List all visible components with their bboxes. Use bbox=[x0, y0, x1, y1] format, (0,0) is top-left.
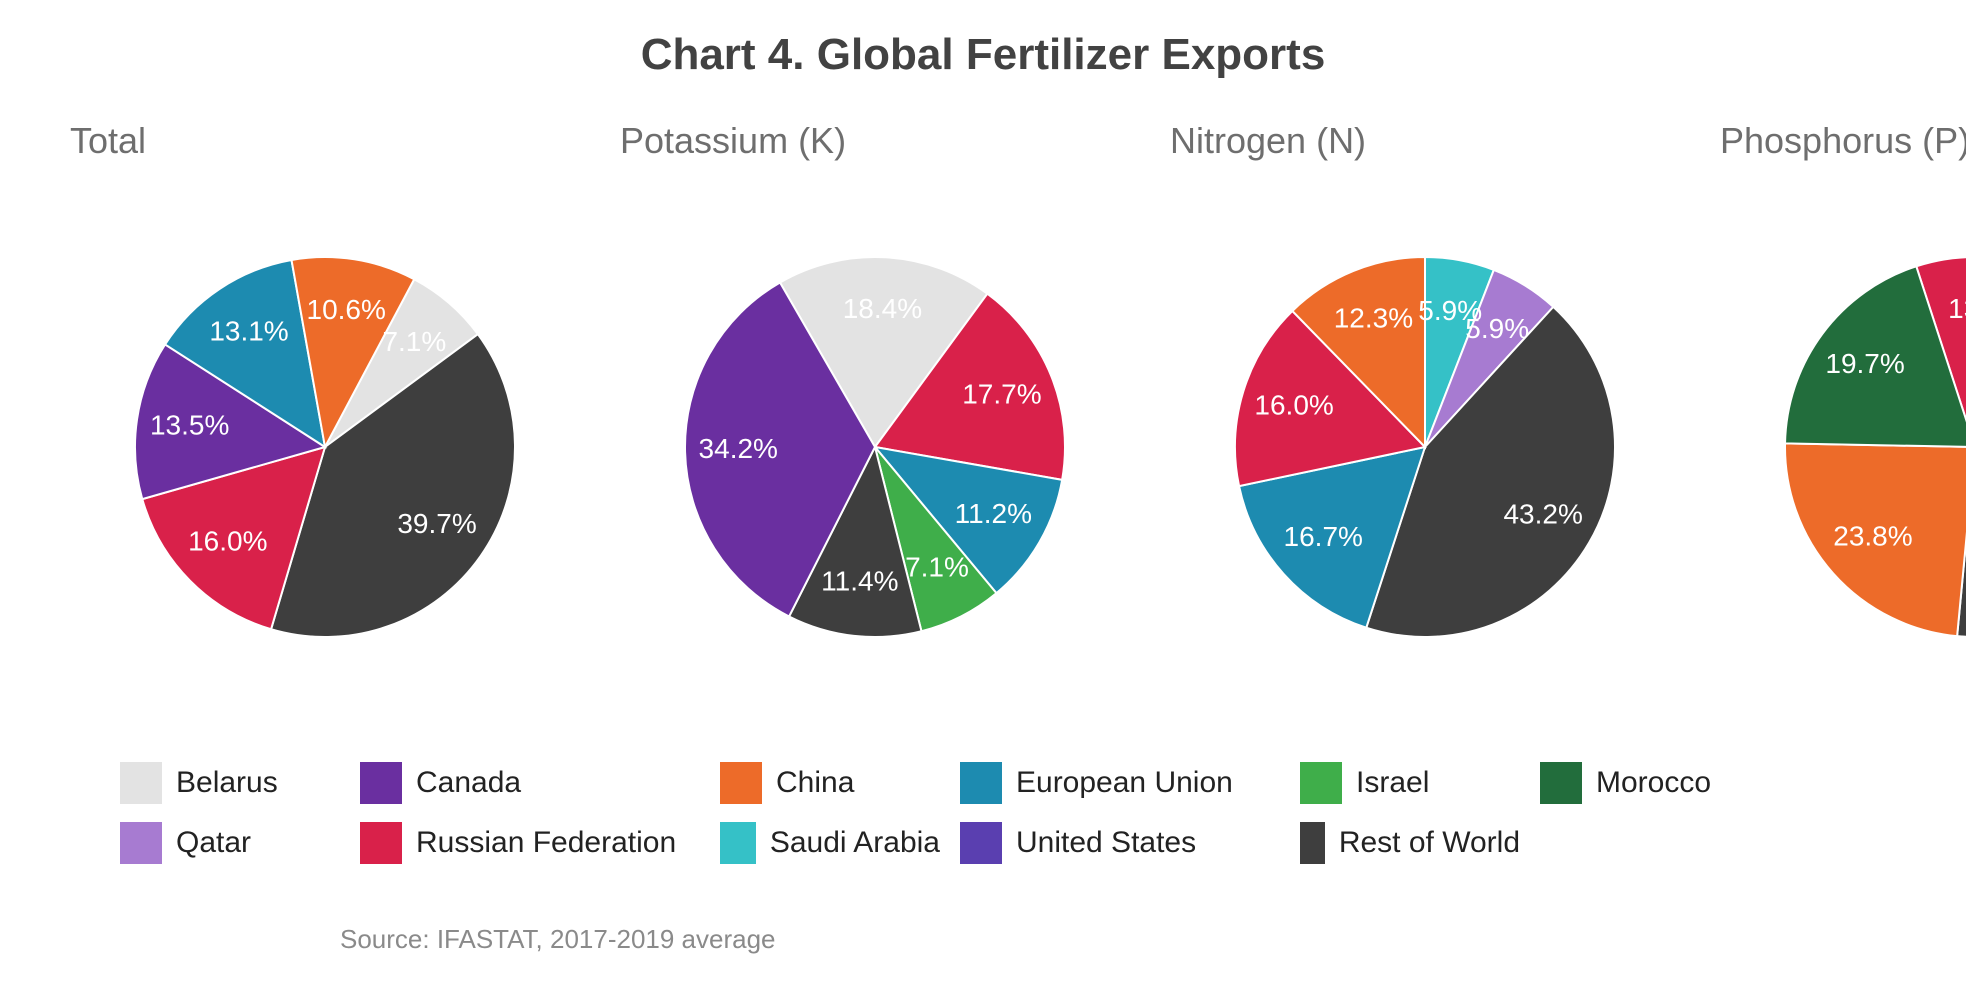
legend-swatch-row bbox=[1300, 822, 1325, 864]
slice-label-total-china: 10.6% bbox=[307, 294, 386, 325]
legend-item-qatar: Qatar bbox=[120, 822, 340, 864]
chart-panel-potassium: Potassium (K) 18.4% 17.7% 11.2% 7.1%11.4% 34.… bbox=[610, 120, 1140, 712]
legend-item-canada: Canada bbox=[360, 762, 700, 804]
legend-swatch-israel bbox=[1300, 762, 1342, 804]
chart-panel-phosphorus: Phosphorus (P)13.0%11.6%8.8%23.1%23.8%19… bbox=[1710, 120, 1966, 712]
slice-label-potassium-eu: 11.2% bbox=[955, 498, 1032, 529]
slice-label-potassium-belarus: 18.4% bbox=[843, 293, 922, 324]
slice-label-nitrogen-row: 43.2% bbox=[1503, 498, 1582, 529]
slice-label-nitrogen-china: 12.3% bbox=[1334, 303, 1413, 334]
legend-label-morocco: Morocco bbox=[1596, 766, 1711, 800]
slice-label-total-belarus: 7.1% bbox=[382, 326, 446, 357]
chart-panel-total: Total 7.1% 39.7% 16.0% 13.5% 13.1% 10.6% bbox=[60, 120, 590, 712]
pie-phosphorus: 13.0%11.6%8.8%23.1%23.8%19.7% bbox=[1710, 182, 1966, 712]
slice-label-potassium-row: 11.4% bbox=[821, 565, 898, 596]
legend-swatch-belarus bbox=[120, 762, 162, 804]
legend-label-us: United States bbox=[1016, 826, 1196, 860]
source-text: Source: IFASTAT, 2017-2019 average bbox=[60, 924, 1906, 955]
pie-potassium: 18.4% 17.7% 11.2% 7.1%11.4% 34.2% bbox=[610, 182, 1140, 712]
slice-label-total-russia: 16.0% bbox=[188, 526, 267, 557]
chart-panel-nitrogen: Nitrogen (N)5.9%5.9%43.2%16.7%16.0%12.3% bbox=[1160, 120, 1690, 712]
charts-row: Total 7.1% 39.7% 16.0% 13.5% 13.1% 10.6% Potass… bbox=[60, 120, 1906, 712]
slice-label-total-row: 39.7% bbox=[397, 508, 476, 539]
chart-subtitle-phosphorus: Phosphorus (P) bbox=[1710, 120, 1966, 162]
legend-item-china: China bbox=[720, 762, 940, 804]
pie-holder-potassium: 18.4% 17.7% 11.2% 7.1%11.4% 34.2% bbox=[610, 182, 1140, 712]
legend-item-morocco: Morocco bbox=[1540, 762, 1760, 804]
chart-subtitle-total: Total bbox=[60, 120, 146, 162]
legend-item-belarus: Belarus bbox=[120, 762, 340, 804]
legend-item-us: United States bbox=[960, 822, 1280, 864]
legend-item-israel: Israel bbox=[1300, 762, 1520, 804]
page-title: Chart 4. Global Fertilizer Exports bbox=[60, 30, 1906, 80]
legend-label-row: Rest of World bbox=[1339, 826, 1520, 860]
slice-label-potassium-canada: 34.2% bbox=[699, 433, 778, 464]
legend-swatch-saudi bbox=[720, 822, 756, 864]
slice-label-potassium-russia: 17.7% bbox=[962, 378, 1041, 409]
legend: Belarus Canada China European Union Israel Mo… bbox=[60, 762, 1906, 864]
slice-label-potassium-israel: 7.1% bbox=[905, 551, 969, 582]
pie-holder-nitrogen: 5.9%5.9%43.2%16.7%16.0%12.3% bbox=[1160, 182, 1690, 712]
legend-item-saudi: Saudi Arabia bbox=[720, 822, 940, 864]
legend-label-china: China bbox=[776, 766, 854, 800]
legend-item-eu: European Union bbox=[960, 762, 1280, 804]
pie-nitrogen: 5.9%5.9%43.2%16.7%16.0%12.3% bbox=[1160, 182, 1690, 712]
slice-label-phosphorus-morocco: 19.7% bbox=[1825, 348, 1904, 379]
legend-swatch-qatar bbox=[120, 822, 162, 864]
pie-holder-total: 7.1% 39.7% 16.0% 13.5% 13.1% 10.6% bbox=[60, 182, 590, 712]
legend-swatch-morocco bbox=[1540, 762, 1582, 804]
pie-holder-phosphorus: 13.0%11.6%8.8%23.1%23.8%19.7% bbox=[1710, 182, 1966, 712]
legend-label-belarus: Belarus bbox=[176, 766, 278, 800]
legend-label-eu: European Union bbox=[1016, 766, 1233, 800]
legend-label-qatar: Qatar bbox=[176, 826, 251, 860]
slice-label-nitrogen-qatar: 5.9% bbox=[1465, 313, 1529, 344]
legend-swatch-china bbox=[720, 762, 762, 804]
pie-total: 7.1% 39.7% 16.0% 13.5% 13.1% 10.6% bbox=[60, 182, 590, 712]
legend-swatch-us bbox=[960, 822, 1002, 864]
chart-subtitle-potassium: Potassium (K) bbox=[610, 120, 846, 162]
legend-label-israel: Israel bbox=[1356, 766, 1429, 800]
slice-label-nitrogen-eu: 16.7% bbox=[1284, 521, 1363, 552]
legend-item-row: Rest of World bbox=[1300, 822, 1520, 864]
legend-swatch-eu bbox=[960, 762, 1002, 804]
legend-label-saudi: Saudi Arabia bbox=[770, 826, 940, 860]
slice-label-phosphorus-china: 23.8% bbox=[1833, 521, 1912, 552]
slice-label-total-canada: 13.5% bbox=[150, 409, 229, 440]
legend-label-canada: Canada bbox=[416, 766, 521, 800]
legend-swatch-russia bbox=[360, 822, 402, 864]
legend-swatch-canada bbox=[360, 762, 402, 804]
slice-label-nitrogen-russia: 16.0% bbox=[1254, 390, 1333, 421]
slice-label-phosphorus-russia: 13.0% bbox=[1948, 293, 1966, 324]
legend-label-russia: Russian Federation bbox=[416, 826, 676, 860]
slice-label-total-eu: 13.1% bbox=[209, 316, 288, 347]
chart-subtitle-nitrogen: Nitrogen (N) bbox=[1160, 120, 1366, 162]
legend-item-russia: Russian Federation bbox=[360, 822, 700, 864]
